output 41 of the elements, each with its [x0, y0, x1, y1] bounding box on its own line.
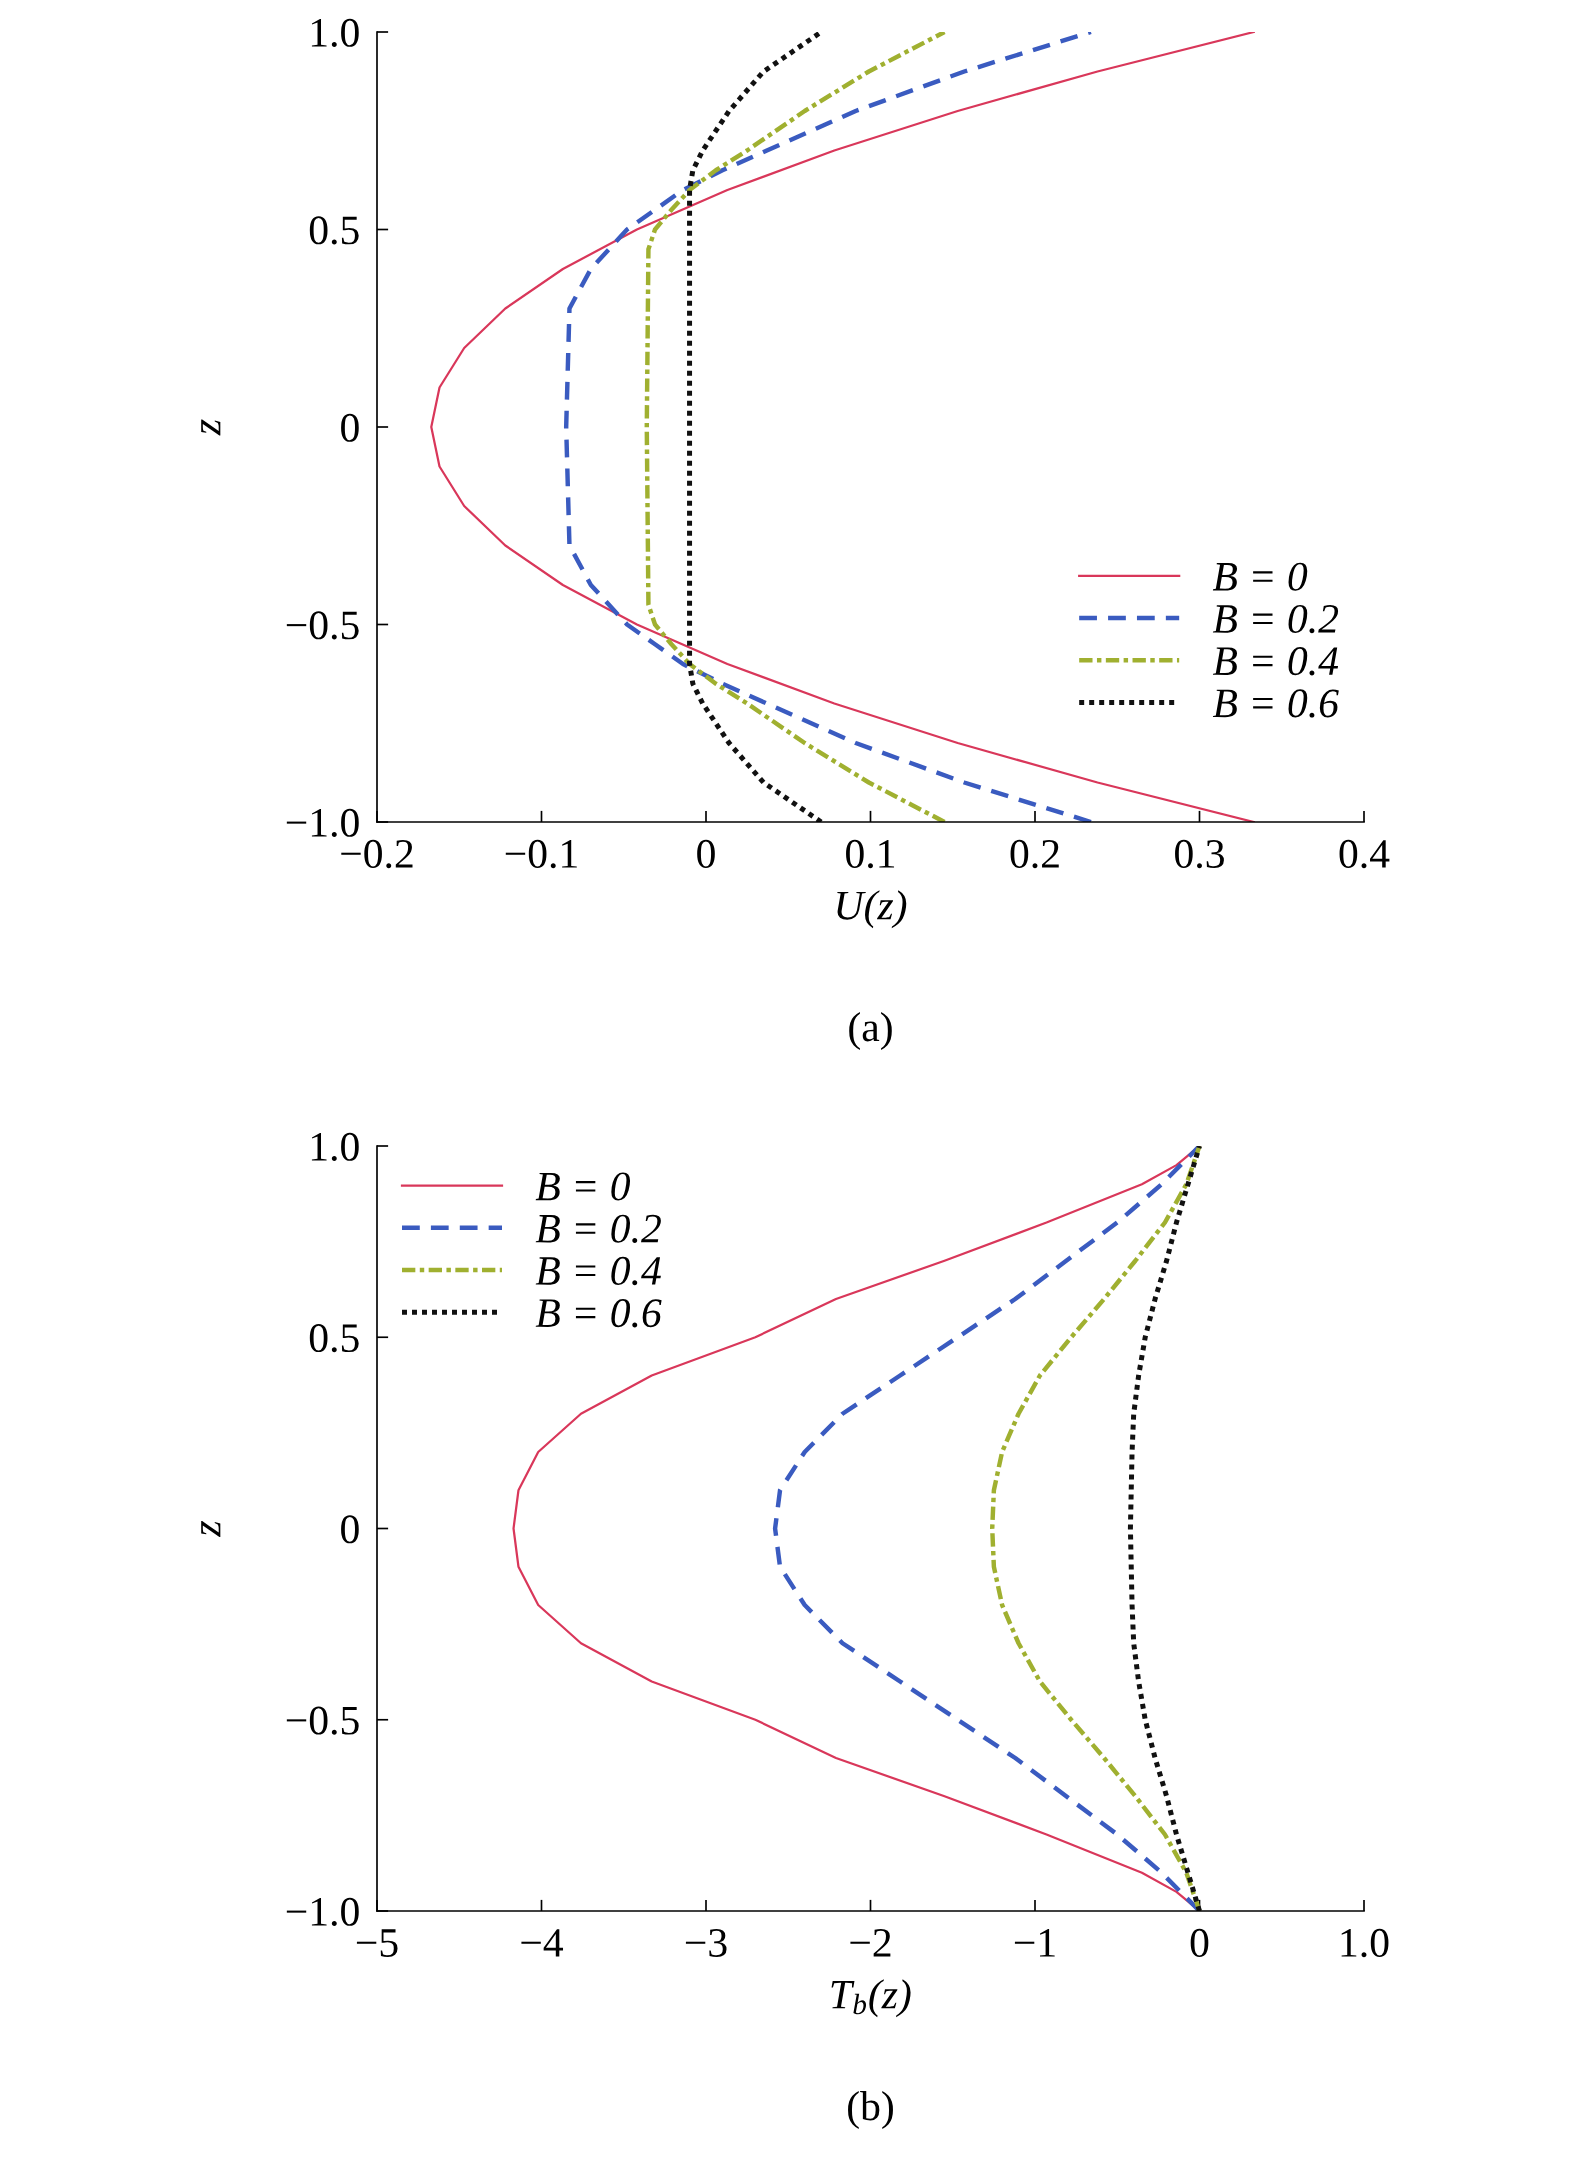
y-tick-label: 1.0 — [311, 18, 359, 48]
x-tick-label: 0.2 — [1010, 839, 1059, 869]
x-tick-label: −0.2 — [341, 839, 413, 869]
y-axis-title: z — [201, 1520, 221, 1538]
legend-label: B = 0.2 — [1212, 604, 1339, 634]
x-tick-label: −1 — [1014, 1929, 1055, 1957]
y-tick-label: 1.0 — [311, 1132, 359, 1162]
legend-label: B = 0.4 — [1212, 647, 1339, 676]
legend-label: B = 0 — [535, 1172, 631, 1201]
y-tick-label: 0 — [341, 413, 359, 442]
x-tick-label: −2 — [850, 1928, 891, 1957]
x-tick-label: 0.1 — [846, 839, 895, 869]
y-tick-label: 0.5 — [309, 1324, 359, 1353]
x-tick-label: −0.1 — [505, 839, 577, 869]
y-tick-label: 0.5 — [309, 216, 359, 245]
legend-label: B = 0 — [1212, 562, 1308, 591]
text: (b) — [848, 2091, 893, 2129]
x-axis-title: U(z) — [837, 890, 907, 929]
y-tick-label: −1.0 — [286, 1897, 359, 1927]
y-axis-title: z — [201, 419, 221, 436]
legend-label: B = 0.4 — [535, 1256, 661, 1286]
text: (a) — [849, 1012, 892, 1050]
y-tick-label: −1.0 — [286, 808, 359, 838]
y-tick-label: −0.5 — [286, 1706, 359, 1735]
x-tick-label: 0.4 — [1339, 839, 1390, 869]
legend-label: B = 0.6 — [535, 1299, 662, 1328]
line-series — [430, 32, 1255, 822]
line-series — [563, 32, 1094, 822]
x-tick-label: 0 — [697, 839, 715, 868]
legend-label: B = 0.6 — [1212, 689, 1339, 718]
y-tick-label: −0.5 — [286, 611, 359, 640]
x-tick-label: −3 — [685, 1928, 727, 1957]
line-series — [644, 32, 947, 822]
legend-label: B = 0.2 — [535, 1214, 661, 1243]
x-tick-label: 1.0 — [1341, 1928, 1389, 1958]
x-tick-label: 0.3 — [1175, 839, 1224, 869]
x-tick-label: −4 — [521, 1929, 564, 1957]
y-tick-label: 0 — [341, 1515, 359, 1544]
x-axis-title: T$_{b}$(z) — [831, 1979, 911, 2018]
x-tick-label: 0 — [1190, 1928, 1209, 1957]
x-tick-label: −5 — [356, 1929, 398, 1957]
